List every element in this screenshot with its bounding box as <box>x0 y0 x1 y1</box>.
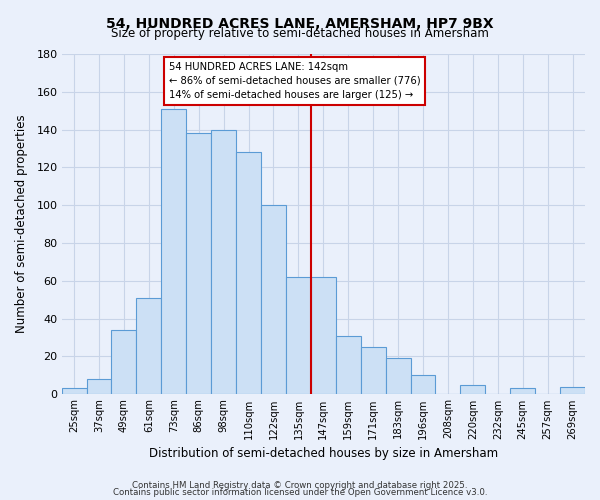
X-axis label: Distribution of semi-detached houses by size in Amersham: Distribution of semi-detached houses by … <box>149 447 498 460</box>
Bar <box>286 277 311 394</box>
Bar <box>136 298 161 394</box>
Text: 54 HUNDRED ACRES LANE: 142sqm
← 86% of semi-detached houses are smaller (776)
14: 54 HUNDRED ACRES LANE: 142sqm ← 86% of s… <box>169 62 421 100</box>
Bar <box>386 358 410 394</box>
Bar <box>460 384 485 394</box>
Text: Contains public sector information licensed under the Open Government Licence v3: Contains public sector information licen… <box>113 488 487 497</box>
Bar <box>560 386 585 394</box>
Bar <box>261 205 286 394</box>
Bar <box>62 388 86 394</box>
Bar <box>510 388 535 394</box>
Bar <box>86 379 112 394</box>
Bar <box>211 130 236 394</box>
Text: Size of property relative to semi-detached houses in Amersham: Size of property relative to semi-detach… <box>111 28 489 40</box>
Bar <box>186 134 211 394</box>
Bar <box>236 152 261 394</box>
Bar <box>311 277 336 394</box>
Bar <box>336 336 361 394</box>
Text: 54, HUNDRED ACRES LANE, AMERSHAM, HP7 9BX: 54, HUNDRED ACRES LANE, AMERSHAM, HP7 9B… <box>106 18 494 32</box>
Bar <box>361 347 386 394</box>
Bar <box>112 330 136 394</box>
Y-axis label: Number of semi-detached properties: Number of semi-detached properties <box>15 115 28 334</box>
Bar <box>161 109 186 394</box>
Bar <box>410 375 436 394</box>
Text: Contains HM Land Registry data © Crown copyright and database right 2025.: Contains HM Land Registry data © Crown c… <box>132 480 468 490</box>
